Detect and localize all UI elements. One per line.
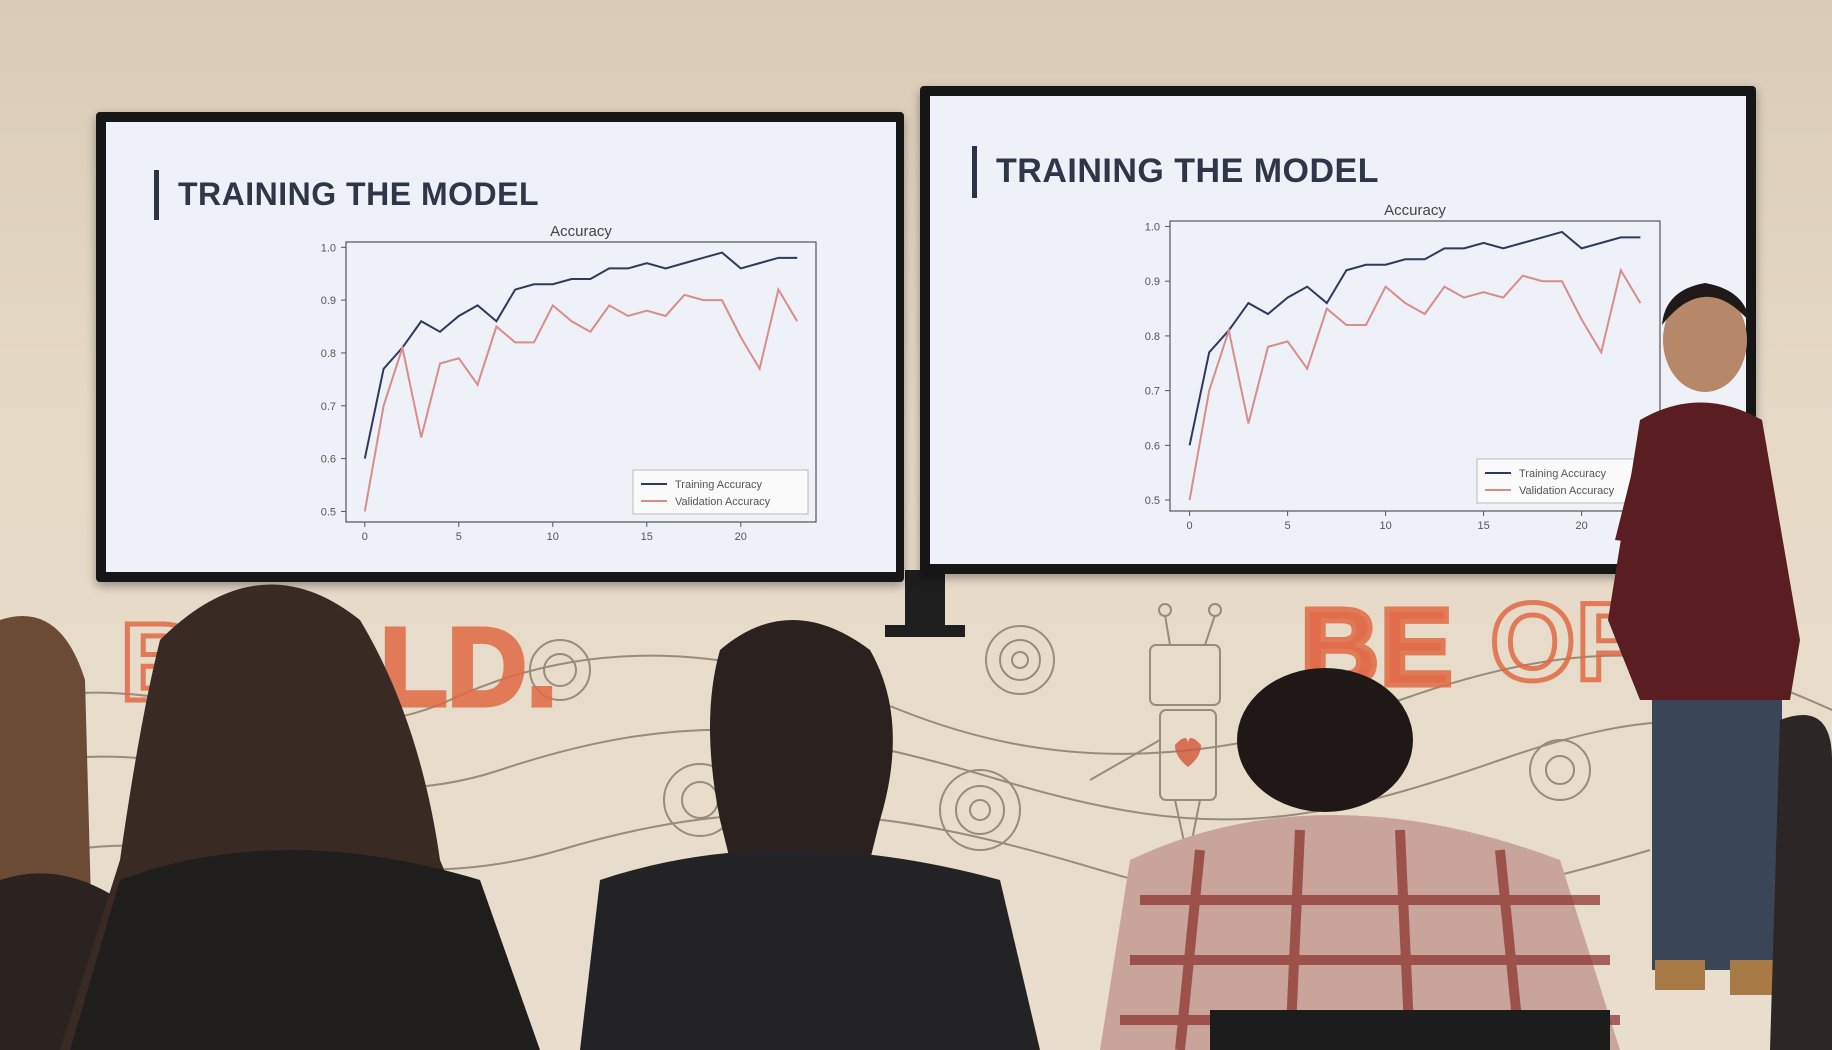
mural-word-be: BE xyxy=(1300,586,1453,709)
mural-letter-b: B xyxy=(120,601,199,724)
y-tick-label: 0.5 xyxy=(321,506,336,518)
x-tick-label: 15 xyxy=(1477,520,1489,532)
screen-mount xyxy=(905,570,945,630)
chart-legend xyxy=(632,469,809,515)
x-tick-label: 5 xyxy=(456,531,462,543)
y-tick-label: 0.7 xyxy=(1145,386,1160,398)
chart-title: Accuracy xyxy=(550,223,612,240)
right-slide: TRAINING THE MODEL Accuracy 0.5 0.6 0.7 0.8 0… xyxy=(930,96,1746,564)
left-slide-title-bar xyxy=(154,170,159,220)
y-tick-label: 0.8 xyxy=(1145,331,1160,343)
x-tick-label: 0 xyxy=(1187,520,1193,532)
mural-word-ld: LD. xyxy=(380,606,557,729)
left-slide: TRAINING THE MODEL Accuracy 0.5 0.6 0.7 0.8 0… xyxy=(106,122,896,572)
left-accuracy-chart: Accuracy 0.5 0.6 0.7 0.8 0.9 1.0 0 5 10 15 20 Traini… xyxy=(321,223,817,543)
y-tick-label: 0.8 xyxy=(321,348,336,360)
mural-word-op: OP xyxy=(1490,581,1649,704)
x-tick-label: 20 xyxy=(1575,520,1587,532)
legend-label: Validation Accuracy xyxy=(675,496,771,508)
legend-label: Training Accuracy xyxy=(675,479,763,491)
y-tick-label: 1.0 xyxy=(1145,221,1160,233)
legend-label: Validation Accuracy xyxy=(1519,485,1615,497)
x-tick-label: 10 xyxy=(547,531,559,543)
y-tick-label: 0.6 xyxy=(1145,440,1160,452)
x-tick-label: 0 xyxy=(362,531,368,543)
left-slide-title: TRAINING THE MODEL xyxy=(178,176,539,212)
series-line-validation xyxy=(363,286,799,512)
x-tick-label: 10 xyxy=(1379,520,1391,532)
heart-icon xyxy=(1175,738,1201,767)
screen-mount-bracket xyxy=(885,625,965,637)
right-accuracy-chart: Accuracy 0.5 0.6 0.7 0.8 0.9 1.0 0 5 10 15 20 Traini… xyxy=(1145,202,1661,532)
series-line-training xyxy=(363,251,798,459)
right-slide-title: TRAINING THE MODEL xyxy=(996,152,1379,190)
y-tick-label: 0.9 xyxy=(321,295,336,307)
right-slide-title-bar xyxy=(972,146,977,198)
plot-frame xyxy=(345,241,817,523)
y-tick-label: 0.5 xyxy=(1145,495,1160,507)
right-display: TRAINING THE MODEL Accuracy 0.5 0.6 0.7 0.8 0… xyxy=(920,86,1756,574)
y-tick-label: 0.9 xyxy=(1145,276,1160,288)
series-line-training xyxy=(1188,230,1641,446)
y-tick-label: 1.0 xyxy=(321,242,336,254)
series-line-validation xyxy=(1188,267,1642,501)
x-tick-label: 20 xyxy=(735,531,747,543)
y-tick-label: 0.6 xyxy=(321,454,336,466)
y-tick-label: 0.7 xyxy=(321,401,336,413)
chart-title: Accuracy xyxy=(1384,202,1446,219)
left-display: TRAINING THE MODEL Accuracy 0.5 0.6 0.7 0.8 0… xyxy=(96,112,904,582)
legend-label: Training Accuracy xyxy=(1519,468,1607,480)
x-tick-label: 5 xyxy=(1285,520,1291,532)
plot-frame xyxy=(1169,220,1661,512)
x-tick-label: 15 xyxy=(641,531,653,543)
